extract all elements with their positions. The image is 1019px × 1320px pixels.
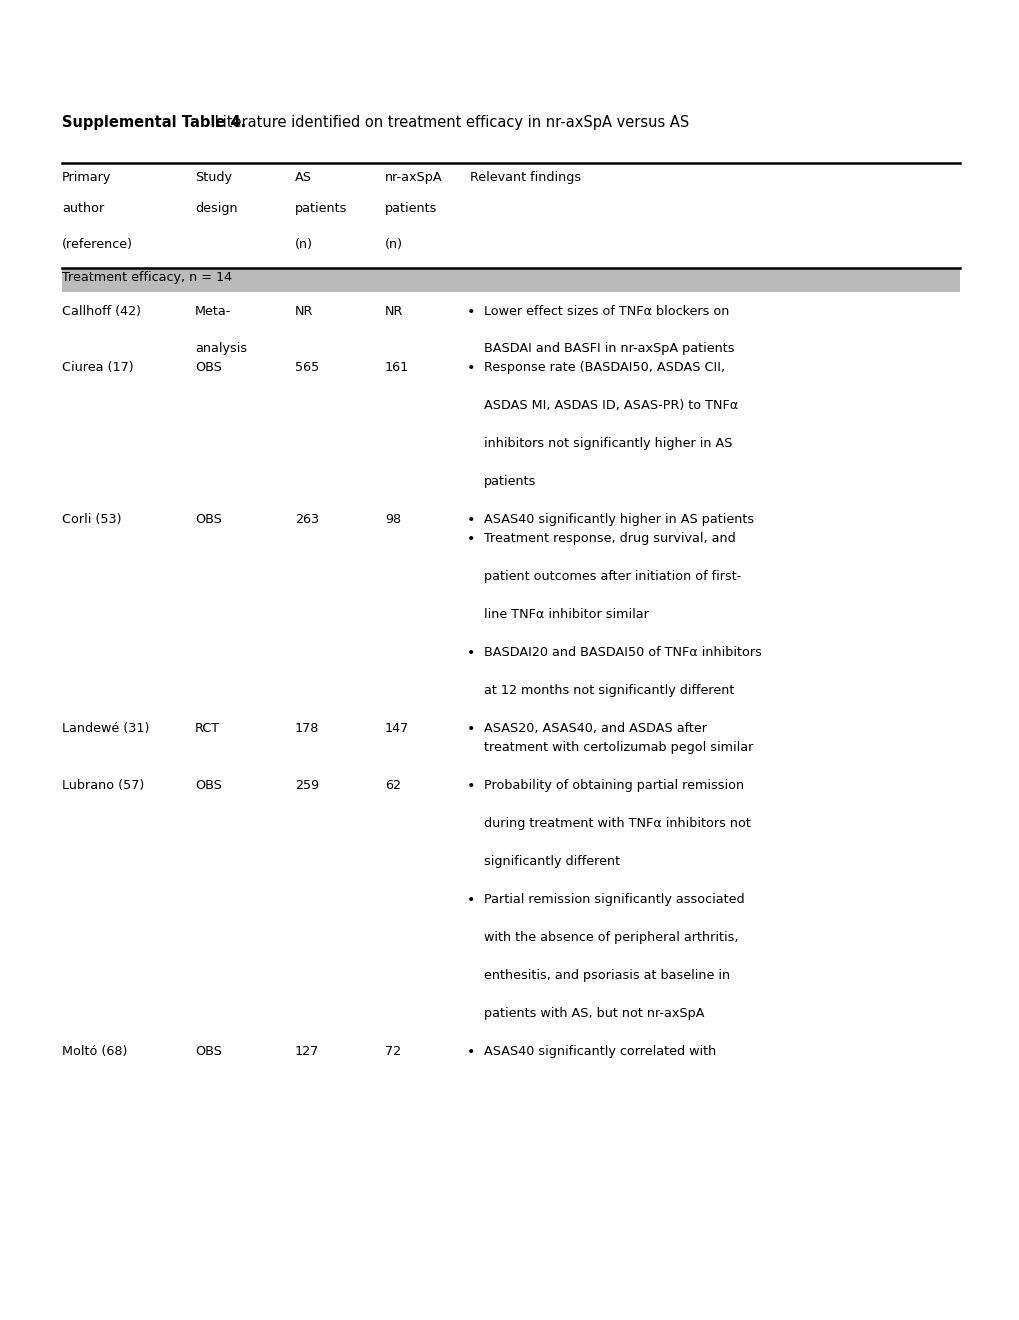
Text: (n): (n) (384, 238, 403, 251)
Text: BASDAI20 and BASDAI50 of TNFα inhibitors: BASDAI20 and BASDAI50 of TNFα inhibitors (484, 645, 761, 659)
Text: OBS: OBS (195, 360, 222, 374)
Text: Ciurea (17): Ciurea (17) (62, 360, 133, 374)
Text: 161: 161 (384, 360, 409, 374)
Text: author: author (62, 202, 104, 215)
Text: •: • (467, 779, 475, 793)
Text: patients with AS, but not nr-axSpA: patients with AS, but not nr-axSpA (484, 1007, 704, 1020)
Text: Response rate (BASDAI50, ASDAS CII,: Response rate (BASDAI50, ASDAS CII, (484, 360, 725, 374)
Text: Treatment response, drug survival, and: Treatment response, drug survival, and (484, 532, 735, 545)
Text: during treatment with TNFα inhibitors not: during treatment with TNFα inhibitors no… (484, 817, 750, 830)
Text: 565: 565 (294, 360, 319, 374)
Text: at 12 months not significantly different: at 12 months not significantly different (484, 684, 734, 697)
Text: Lower effect sizes of TNFα blockers on: Lower effect sizes of TNFα blockers on (484, 305, 729, 318)
Text: 178: 178 (294, 722, 319, 735)
Text: 263: 263 (294, 513, 319, 525)
Text: Treatment efficacy, n = 14: Treatment efficacy, n = 14 (62, 271, 232, 284)
Text: 62: 62 (384, 779, 400, 792)
Text: •: • (467, 645, 475, 660)
Text: OBS: OBS (195, 779, 222, 792)
Text: •: • (467, 894, 475, 907)
Text: Relevant findings: Relevant findings (470, 172, 581, 183)
Text: patients: patients (384, 202, 437, 215)
Text: Partial remission significantly associated: Partial remission significantly associat… (484, 894, 744, 906)
Text: (reference): (reference) (62, 238, 132, 251)
Text: NR: NR (384, 305, 403, 318)
Text: patient outcomes after initiation of first-: patient outcomes after initiation of fir… (484, 570, 741, 583)
Text: 127: 127 (294, 1045, 319, 1059)
Text: with the absence of peripheral arthritis,: with the absence of peripheral arthritis… (484, 931, 738, 944)
Text: OBS: OBS (195, 513, 222, 525)
Text: 72: 72 (384, 1045, 400, 1059)
Text: line TNFα inhibitor similar: line TNFα inhibitor similar (484, 609, 648, 620)
Text: Meta-: Meta- (195, 305, 231, 318)
Text: nr-axSpA: nr-axSpA (384, 172, 442, 183)
Text: Probability of obtaining partial remission: Probability of obtaining partial remissi… (484, 779, 744, 792)
Text: •: • (467, 360, 475, 375)
Text: 98: 98 (384, 513, 400, 525)
Text: Landewé (31): Landewé (31) (62, 722, 149, 735)
Text: •: • (467, 305, 475, 319)
Text: BASDAI and BASFI in nr-axSpA patients: BASDAI and BASFI in nr-axSpA patients (484, 342, 734, 355)
Text: RCT: RCT (195, 722, 220, 735)
Text: Moltó (68): Moltó (68) (62, 1045, 127, 1059)
Text: 259: 259 (294, 779, 319, 792)
Text: •: • (467, 722, 475, 737)
Text: inhibitors not significantly higher in AS: inhibitors not significantly higher in A… (484, 437, 732, 450)
Text: patients: patients (294, 202, 347, 215)
Text: •: • (467, 532, 475, 546)
Text: NR: NR (294, 305, 313, 318)
Text: (n): (n) (294, 238, 313, 251)
Text: •: • (467, 1045, 475, 1059)
Text: 147: 147 (384, 722, 409, 735)
Text: OBS: OBS (195, 1045, 222, 1059)
Text: Primary: Primary (62, 172, 111, 183)
Text: treatment with certolizumab pegol similar: treatment with certolizumab pegol simila… (484, 741, 753, 754)
Text: significantly different: significantly different (484, 855, 620, 869)
Text: ASAS40 significantly higher in AS patients: ASAS40 significantly higher in AS patien… (484, 513, 753, 525)
Text: design: design (195, 202, 237, 215)
Text: analysis: analysis (195, 342, 247, 355)
Text: •: • (467, 513, 475, 527)
Text: ASDAS MI, ASDAS ID, ASAS-PR) to TNFα: ASDAS MI, ASDAS ID, ASAS-PR) to TNFα (484, 399, 738, 412)
Text: ASAS40 significantly correlated with: ASAS40 significantly correlated with (484, 1045, 715, 1059)
Text: Lubrano (57): Lubrano (57) (62, 779, 144, 792)
Bar (62, 268, 959, 292)
Text: Study: Study (195, 172, 231, 183)
Text: Corli (53): Corli (53) (62, 513, 121, 525)
Text: ASAS20, ASAS40, and ASDAS after: ASAS20, ASAS40, and ASDAS after (484, 722, 706, 735)
Text: enthesitis, and psoriasis at baseline in: enthesitis, and psoriasis at baseline in (484, 969, 730, 982)
Text: AS: AS (294, 172, 312, 183)
Text: Literature identified on treatment efficacy in nr-axSpA versus AS: Literature identified on treatment effic… (210, 115, 689, 129)
Text: patients: patients (484, 475, 536, 488)
Text: Supplemental Table 4.: Supplemental Table 4. (62, 115, 246, 129)
Text: Callhoff (42): Callhoff (42) (62, 305, 141, 318)
